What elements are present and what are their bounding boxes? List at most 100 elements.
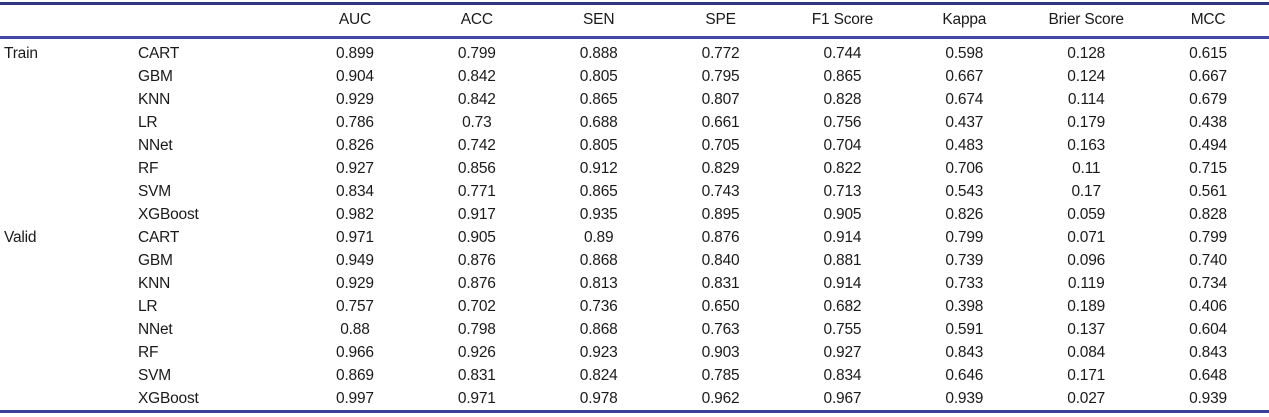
column-header: F1 Score — [811, 11, 874, 28]
group-cell — [0, 203, 136, 226]
metric-value-cell: 0.704 — [823, 136, 862, 154]
metric-value-cell: 0.740 — [1189, 251, 1227, 269]
metric-value-cell: 0.543 — [945, 182, 984, 200]
group-cell — [0, 387, 136, 412]
metric-value-cell: 0.734 — [1189, 274, 1227, 292]
metric-value-cell: 0.798 — [457, 320, 496, 338]
metric-value-cell: 0.494 — [1189, 136, 1227, 154]
model-cell: SVM — [138, 366, 171, 384]
metric-value-cell: 0.733 — [945, 274, 984, 292]
metric-value-cell: 0.799 — [1189, 228, 1227, 246]
group-cell — [0, 157, 136, 180]
metric-value-cell: 0.027 — [1067, 389, 1106, 407]
table-row: SVM 0.869 0.831 0.824 0.785 0.834 0.646 0.171 0.… — [0, 364, 1269, 387]
metric-value-cell: 0.756 — [823, 113, 862, 131]
metric-value-cell: 0.856 — [457, 159, 496, 177]
metric-value-cell: 0.88 — [340, 320, 370, 338]
metric-value-cell: 0.829 — [701, 159, 740, 177]
model-cell: NNet — [138, 320, 173, 338]
table-row: NNet 0.88 0.798 0.868 0.763 0.755 0.591 0.137 0.… — [0, 318, 1269, 341]
metric-value-cell: 0.615 — [1189, 44, 1227, 62]
model-cell: KNN — [138, 274, 171, 292]
metric-value-cell: 0.949 — [336, 251, 374, 269]
metric-value-cell: 0.876 — [701, 228, 740, 246]
group-cell — [0, 318, 136, 341]
metric-value-cell: 0.824 — [579, 366, 618, 384]
metric-value-cell: 0.73 — [462, 113, 492, 131]
group-cell — [0, 134, 136, 157]
metric-value-cell: 0.929 — [336, 90, 374, 108]
metric-value-cell: 0.437 — [945, 113, 984, 131]
metric-value-cell: 0.598 — [945, 44, 984, 62]
metric-value-cell: 0.755 — [823, 320, 862, 338]
metric-value-cell: 0.799 — [945, 228, 984, 246]
metric-value-cell: 0.702 — [457, 297, 496, 315]
table-row: GBM 0.949 0.876 0.868 0.840 0.881 0.739 0.096 0.… — [0, 249, 1269, 272]
metric-value-cell: 0.799 — [457, 44, 496, 62]
model-cell: LR — [138, 113, 158, 131]
model-cell: XGBoost — [138, 205, 199, 223]
metric-value-cell: 0.114 — [1067, 90, 1105, 108]
metric-value-cell: 0.978 — [579, 389, 618, 407]
metric-value-cell: 0.840 — [701, 251, 740, 269]
metric-value-cell: 0.646 — [945, 366, 984, 384]
metric-value-cell: 0.831 — [457, 366, 496, 384]
metric-value-cell: 0.682 — [823, 297, 862, 315]
metric-value-cell: 0.736 — [579, 297, 618, 315]
metric-value-cell: 0.971 — [457, 389, 496, 407]
metric-value-cell: 0.591 — [945, 320, 984, 338]
metric-value-cell: 0.096 — [1067, 251, 1106, 269]
metric-value-cell: 0.828 — [823, 90, 862, 108]
metric-value-cell: 0.926 — [457, 343, 496, 361]
metric-value-cell: 0.171 — [1067, 366, 1106, 384]
metric-value-cell: 0.674 — [945, 90, 984, 108]
model-cell: NNet — [138, 136, 173, 154]
metric-value-cell: 0.661 — [701, 113, 740, 131]
metric-value-cell: 0.868 — [579, 251, 618, 269]
model-column-header — [136, 4, 294, 38]
table-body: Train CART 0.899 0.799 0.888 0.772 0.744 0.598 0… — [0, 38, 1269, 412]
metric-value-cell: 0.935 — [579, 205, 618, 223]
model-cell: LR — [138, 297, 158, 315]
metric-value-cell: 0.876 — [457, 274, 496, 292]
model-cell: KNN — [138, 90, 171, 108]
metric-value-cell: 0.688 — [579, 113, 618, 131]
metric-value-cell: 0.903 — [701, 343, 740, 361]
metric-value-cell: 0.982 — [336, 205, 374, 223]
table-row: GBM 0.904 0.842 0.805 0.795 0.865 0.667 0.124 0.… — [0, 65, 1269, 88]
metric-value-cell: 0.084 — [1067, 343, 1106, 361]
group-cell — [0, 65, 136, 88]
metric-value-cell: 0.939 — [945, 389, 984, 407]
metric-value-cell: 0.17 — [1071, 182, 1102, 200]
metric-value-cell: 0.865 — [579, 90, 618, 108]
metric-value-cell: 0.905 — [457, 228, 496, 246]
metric-value-cell: 0.997 — [336, 389, 374, 407]
metric-value-cell: 0.888 — [579, 44, 618, 62]
table-row: LR 0.786 0.73 0.688 0.661 0.756 0.437 0.179 0.43… — [0, 111, 1269, 134]
metric-value-cell: 0.124 — [1067, 67, 1106, 85]
metric-value-cell: 0.561 — [1189, 182, 1227, 200]
metric-value-cell: 0.923 — [579, 343, 618, 361]
group-cell: Train — [4, 44, 38, 62]
metric-value-cell: 0.876 — [457, 251, 496, 269]
metric-value-cell: 0.967 — [823, 389, 862, 407]
table-row: RF 0.966 0.926 0.923 0.903 0.927 0.843 0.084 0.8… — [0, 341, 1269, 364]
metric-value-cell: 0.763 — [701, 320, 740, 338]
metric-value-cell: 0.842 — [457, 67, 496, 85]
metric-value-cell: 0.648 — [1189, 366, 1227, 384]
metric-value-cell: 0.912 — [579, 159, 618, 177]
metric-value-cell: 0.679 — [1189, 90, 1227, 108]
column-header: MCC — [1190, 11, 1226, 28]
metric-value-cell: 0.772 — [701, 44, 740, 62]
column-header: AUC — [338, 11, 371, 28]
group-cell — [0, 88, 136, 111]
metric-value-cell: 0.89 — [584, 228, 614, 246]
model-cell: GBM — [138, 251, 173, 269]
metric-value-cell: 0.406 — [1189, 297, 1227, 315]
metric-value-cell: 0.604 — [1189, 320, 1227, 338]
table-row: Valid CART 0.971 0.905 0.89 0.876 0.914 0.799 0.… — [0, 226, 1269, 249]
metric-value-cell: 0.483 — [945, 136, 984, 154]
model-cell: CART — [138, 44, 180, 62]
metric-value-cell: 0.667 — [945, 67, 984, 85]
group-cell — [0, 295, 136, 318]
